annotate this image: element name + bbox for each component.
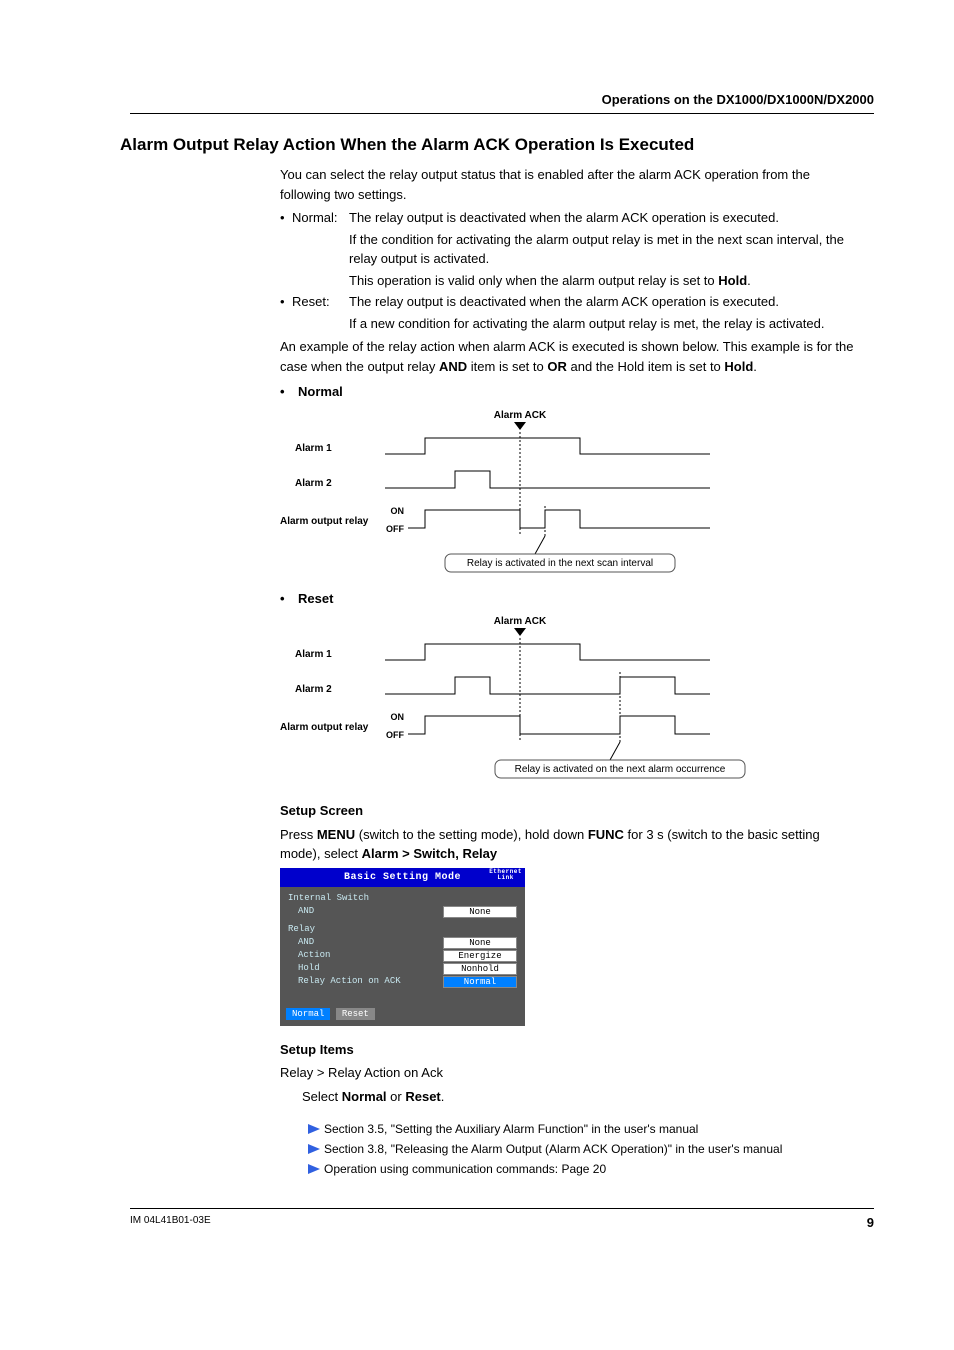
running-title: Operations on the DX1000/DX1000N/DX2000 — [602, 92, 874, 107]
field-internal-and[interactable]: None — [443, 906, 517, 918]
arrow-icon — [308, 1164, 320, 1174]
setup-items-select: Select Normal or Reset. — [302, 1087, 860, 1107]
page-footer: IM 04L41B01-03E 9 — [130, 1208, 874, 1233]
setup-screen-text: Press MENU (switch to the setting mode),… — [280, 825, 860, 864]
bullet-label-normal: Normal: — [292, 208, 349, 228]
bullet-label-reset: Reset: — [292, 292, 349, 312]
timing-diagram-normal: Alarm ACK Alarm 1 Alarm 2 Alarm output r… — [280, 406, 860, 581]
running-header: Operations on the DX1000/DX1000N/DX2000 — [130, 90, 874, 114]
field-relay-and[interactable]: None — [443, 937, 517, 949]
svg-text:OFF: OFF — [386, 730, 404, 740]
screenshot-title: Basic Setting Mode EthernetLink — [280, 868, 525, 887]
ethernet-badge: EthernetLink — [489, 869, 522, 881]
bullet-reset-line1: The relay output is deactivated when the… — [349, 292, 860, 312]
device-screenshot: Basic Setting Mode EthernetLink Internal… — [280, 868, 525, 1026]
ref-1: Section 3.5, "Setting the Auxiliary Alar… — [308, 1120, 860, 1138]
btn-reset[interactable]: Reset — [336, 1008, 375, 1020]
bullet-normal-line2: If the condition for activating the alar… — [349, 230, 860, 269]
svg-text:Relay is activated in the next: Relay is activated in the next scan inte… — [467, 558, 653, 569]
setup-items-head: Setup Items — [280, 1040, 860, 1060]
svg-text:ON: ON — [391, 506, 405, 516]
svg-text:Alarm output relay: Alarm output relay — [280, 516, 369, 527]
bullet-reset: • Reset: The relay output is deactivated… — [280, 292, 860, 312]
field-relay-ack[interactable]: Normal — [443, 976, 517, 988]
ref-3: Operation using communication commands: … — [308, 1160, 860, 1178]
field-hold[interactable]: Nonhold — [443, 963, 517, 975]
bullet-normal-line3: This operation is valid only when the al… — [349, 271, 860, 291]
setup-screen-head: Setup Screen — [280, 801, 860, 821]
screenshot-footer: Normal Reset — [280, 1006, 525, 1026]
svg-text:Alarm 1: Alarm 1 — [295, 443, 332, 454]
bullet-normal: • Normal: The relay output is deactivate… — [280, 208, 860, 228]
setup-items-path: Relay > Relay Action on Ack — [280, 1063, 860, 1083]
bullet-marker: • — [280, 292, 292, 312]
ref-2: Section 3.8, "Releasing the Alarm Output… — [308, 1140, 860, 1158]
svg-text:ON: ON — [391, 712, 405, 722]
svg-text:Alarm 1: Alarm 1 — [295, 649, 332, 660]
bullet-reset-line2: If a new condition for activating the al… — [349, 314, 860, 334]
bullet-normal-line1: The relay output is deactivated when the… — [349, 208, 860, 228]
svg-text:Alarm ACK: Alarm ACK — [494, 616, 547, 627]
btn-normal[interactable]: Normal — [286, 1008, 330, 1020]
arrow-icon — [308, 1124, 320, 1134]
doc-id: IM 04L41B01-03E — [130, 1213, 211, 1233]
screenshot-body: Internal Switch AND None Relay AND None … — [280, 887, 525, 1007]
reset-subhead: • Reset — [280, 589, 860, 609]
svg-text:Alarm 2: Alarm 2 — [295, 478, 332, 489]
svg-text:Alarm output relay: Alarm output relay — [280, 722, 369, 733]
field-action[interactable]: Energize — [443, 950, 517, 962]
svg-text:Relay is activated on the next: Relay is activated on the next alarm occ… — [515, 764, 726, 775]
bullet-marker: • — [280, 208, 292, 228]
example-text: An example of the relay action when alar… — [280, 337, 860, 376]
diagram-ack-label: Alarm ACK — [494, 410, 547, 421]
svg-text:OFF: OFF — [386, 524, 404, 534]
timing-diagram-reset: Alarm ACK Alarm 1 Alarm 2 Alarm output r… — [280, 612, 860, 787]
page-number: 9 — [867, 1213, 874, 1233]
normal-subhead: • Normal — [280, 382, 860, 402]
svg-text:Alarm 2: Alarm 2 — [295, 684, 332, 695]
intro-text: You can select the relay output status t… — [280, 165, 860, 204]
arrow-icon — [308, 1144, 320, 1154]
section-title: Alarm Output Relay Action When the Alarm… — [120, 132, 874, 158]
